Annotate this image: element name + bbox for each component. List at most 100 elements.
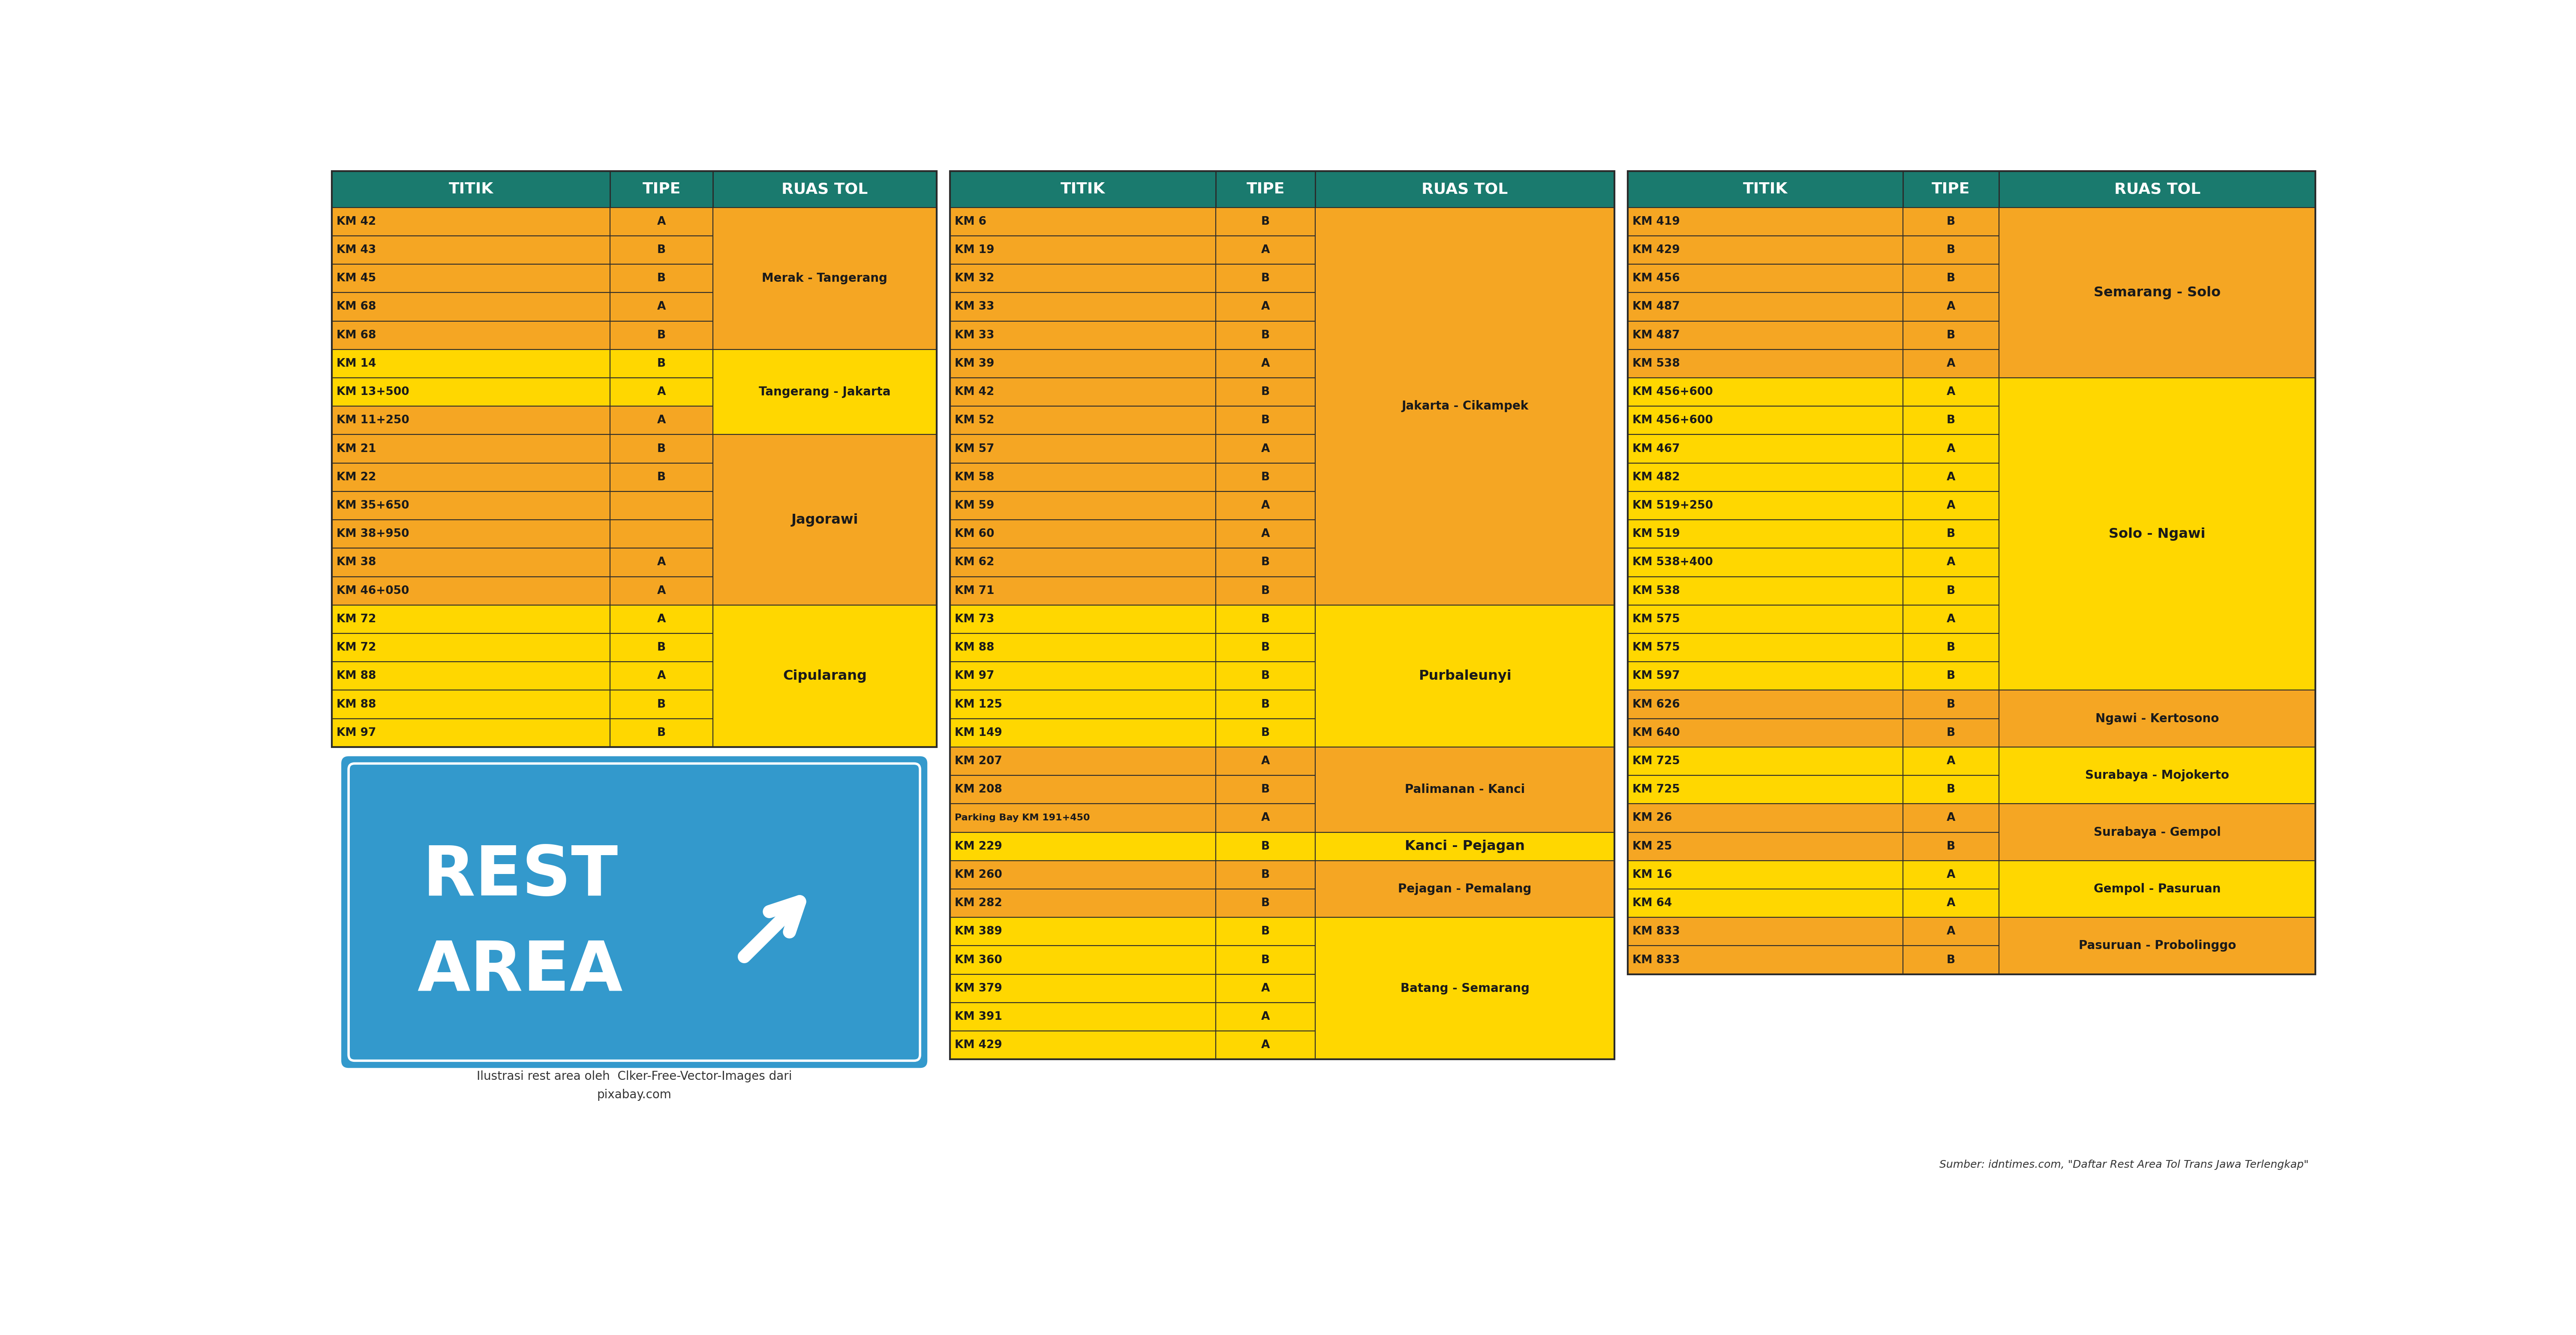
Text: A: A: [657, 614, 665, 625]
Bar: [1216, 633, 1316, 662]
Bar: [1216, 718, 1316, 748]
Bar: [1216, 378, 1316, 406]
Bar: [714, 171, 938, 207]
Text: KM 57: KM 57: [956, 443, 994, 454]
Bar: [611, 605, 714, 633]
Text: KM 456+600: KM 456+600: [1633, 386, 1713, 398]
Bar: [714, 207, 938, 350]
Text: KM 419: KM 419: [1633, 216, 1680, 227]
Bar: [1216, 207, 1316, 236]
Bar: [1628, 832, 1904, 861]
Bar: [1316, 605, 1615, 748]
Bar: [1904, 605, 1999, 633]
Text: pixabay.com: pixabay.com: [598, 1089, 672, 1101]
Bar: [332, 292, 611, 320]
Text: KM 38: KM 38: [337, 557, 376, 567]
Bar: [1216, 236, 1316, 264]
Text: A: A: [1262, 302, 1270, 312]
Text: KM 379: KM 379: [956, 983, 1002, 995]
Text: KM 52: KM 52: [956, 415, 994, 426]
Text: Pasuruan - Probolinggo: Pasuruan - Probolinggo: [2079, 940, 2236, 952]
Bar: [1628, 236, 1904, 264]
Bar: [1216, 171, 1316, 207]
Text: Cipularang: Cipularang: [783, 669, 866, 682]
Bar: [1904, 662, 1999, 690]
Bar: [1628, 690, 1904, 718]
Bar: [332, 236, 611, 264]
Text: KM 389: KM 389: [956, 926, 1002, 937]
Bar: [1628, 577, 1904, 605]
Bar: [951, 605, 1216, 633]
Text: KM 88: KM 88: [956, 642, 994, 653]
Bar: [1628, 292, 1904, 320]
Bar: [611, 207, 714, 236]
Text: Surabaya - Gempol: Surabaya - Gempol: [2094, 826, 2221, 838]
Bar: [1904, 577, 1999, 605]
Bar: [1316, 832, 1615, 861]
Bar: [1904, 776, 1999, 804]
Text: A: A: [1262, 756, 1270, 766]
Bar: [951, 748, 1216, 776]
Bar: [1216, 577, 1316, 605]
Bar: [332, 171, 938, 748]
Text: KM 538+400: KM 538+400: [1633, 557, 1713, 567]
Text: B: B: [657, 728, 665, 738]
Text: KM 60: KM 60: [956, 529, 994, 539]
Bar: [1628, 519, 1904, 549]
Bar: [332, 519, 611, 549]
Text: B: B: [657, 642, 665, 653]
Bar: [611, 491, 714, 519]
Text: B: B: [1262, 841, 1270, 852]
Bar: [1216, 605, 1316, 633]
Text: KM 391: KM 391: [956, 1011, 1002, 1023]
Text: Tangerang - Jakarta: Tangerang - Jakarta: [760, 386, 891, 398]
Bar: [1999, 207, 2316, 378]
Bar: [1628, 633, 1904, 662]
Bar: [1216, 292, 1316, 320]
Text: KM 456: KM 456: [1633, 272, 1680, 284]
Text: KM 68: KM 68: [337, 302, 376, 312]
Text: B: B: [1262, 614, 1270, 625]
Bar: [951, 975, 1216, 1003]
Bar: [1628, 171, 2316, 975]
Text: A: A: [1947, 756, 1955, 766]
Bar: [611, 171, 714, 207]
Text: B: B: [1262, 926, 1270, 937]
Bar: [1216, 832, 1316, 861]
Bar: [1216, 748, 1316, 776]
Bar: [1216, 662, 1316, 690]
Text: KM 26: KM 26: [1633, 813, 1672, 824]
Bar: [1904, 264, 1999, 292]
Bar: [1216, 264, 1316, 292]
Bar: [332, 171, 611, 207]
Text: KM 833: KM 833: [1633, 926, 1680, 937]
Text: TITIK: TITIK: [1744, 182, 1788, 196]
Bar: [1216, 406, 1316, 435]
Text: TITIK: TITIK: [448, 182, 495, 196]
Bar: [1216, 435, 1316, 463]
Text: B: B: [1262, 471, 1270, 483]
Text: KM 456+600: KM 456+600: [1633, 415, 1713, 426]
Text: A: A: [1262, 813, 1270, 824]
Text: KM 16: KM 16: [1633, 869, 1672, 880]
Text: A: A: [1947, 557, 1955, 567]
Bar: [611, 718, 714, 748]
Bar: [951, 804, 1216, 832]
Text: KM 260: KM 260: [956, 869, 1002, 880]
Bar: [1904, 861, 1999, 889]
Bar: [714, 350, 938, 435]
Text: B: B: [1947, 529, 1955, 539]
Text: KM 73: KM 73: [956, 614, 994, 625]
Bar: [951, 633, 1216, 662]
Bar: [1216, 463, 1316, 491]
Bar: [951, 662, 1216, 690]
Bar: [611, 292, 714, 320]
Text: Batang - Semarang: Batang - Semarang: [1401, 983, 1530, 995]
Bar: [1904, 690, 1999, 718]
Bar: [951, 577, 1216, 605]
Text: B: B: [657, 272, 665, 284]
Text: B: B: [1947, 784, 1955, 796]
Bar: [611, 633, 714, 662]
Bar: [951, 889, 1216, 917]
Text: KM 125: KM 125: [956, 698, 1002, 710]
